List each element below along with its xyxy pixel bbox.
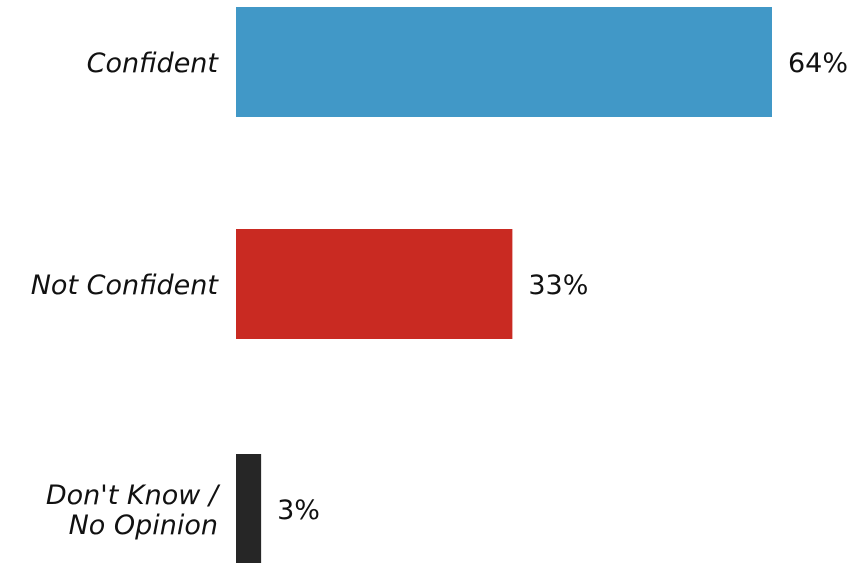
value-labels-group: 64% 33% 3% — [277, 48, 848, 526]
category-label-not-confident: Not Confident — [31, 270, 220, 301]
category-label-don-t-know-no-opinion-line-1: Don't Know / — [46, 480, 221, 511]
bar-don-t-know-no-opinion — [236, 454, 262, 563]
value-label-don-t-know-no-opinion: 3% — [277, 495, 320, 526]
category-labels-group: Confident Not Confident Don't Know /No Opi… — [31, 48, 221, 541]
value-label-confident: 64% — [788, 48, 848, 79]
bars-group — [236, 7, 772, 563]
category-label-don-t-know-no-opinion-line-2: No Opinion — [69, 510, 218, 541]
bar-not-confident — [236, 229, 513, 339]
bar-confident — [236, 7, 772, 117]
value-label-not-confident: 33% — [528, 270, 588, 301]
category-label-confident: Confident — [87, 48, 220, 79]
